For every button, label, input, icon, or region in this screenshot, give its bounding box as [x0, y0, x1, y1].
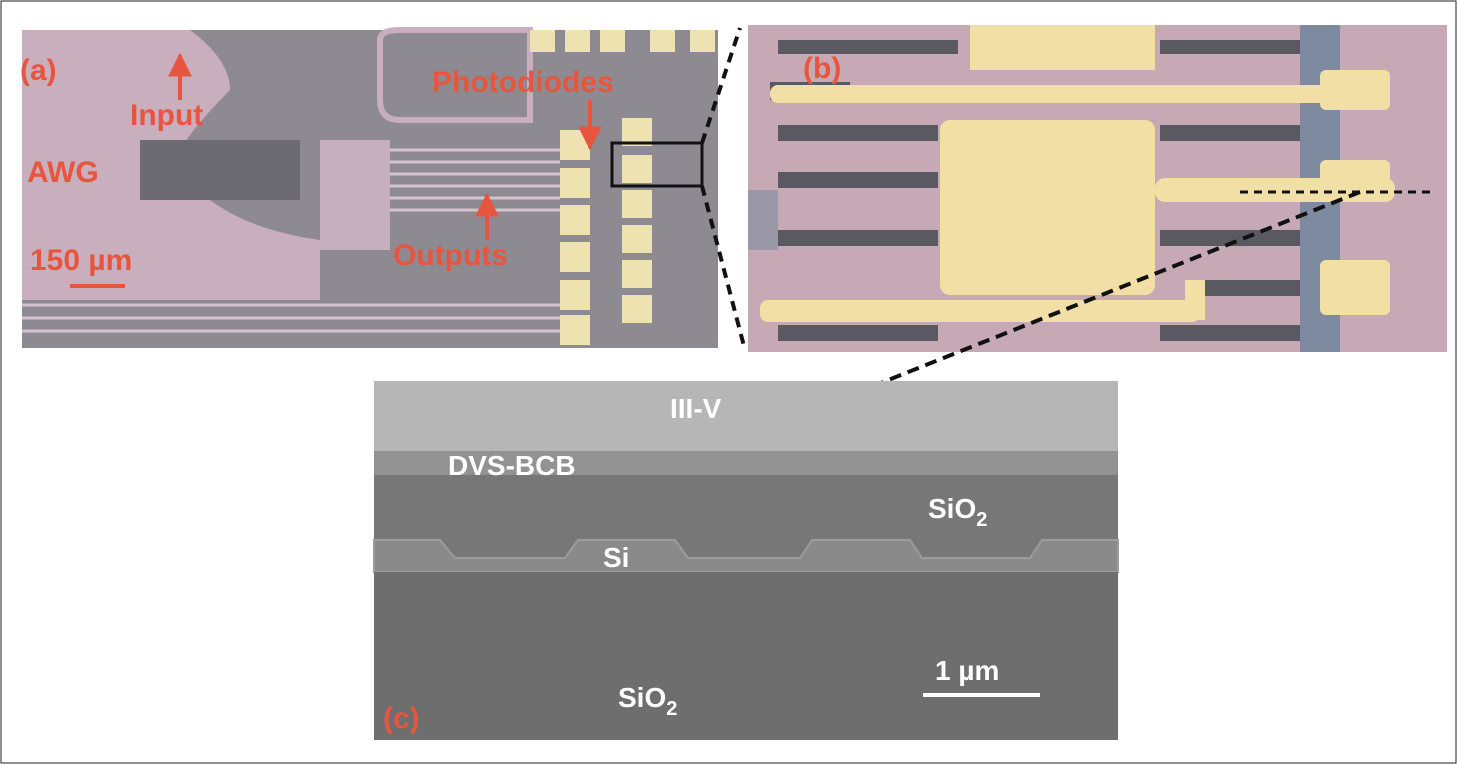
panel-label: (a)	[20, 54, 57, 87]
waveguide-bundle	[320, 140, 390, 250]
panel-c: III-V DVS-BCB SiO2 Si 1 µm SiO2 (c)	[374, 381, 1118, 740]
annotation: Input	[130, 99, 203, 132]
layer-label: DVS-BCB	[448, 450, 576, 481]
panel-b: (b)	[748, 25, 1447, 352]
panel-a: (a) Input AWG Photodiodes Outputs 150 µm	[20, 30, 718, 348]
panel-label: (c)	[383, 702, 420, 735]
awg-slab	[140, 140, 300, 200]
annotation: Photodiodes	[432, 66, 614, 99]
layer-label: III-V	[670, 393, 722, 424]
annotation: Outputs	[393, 239, 508, 272]
annotation: AWG	[27, 156, 99, 189]
page: (a) Input AWG Photodiodes Outputs 150 µm…	[0, 0, 1457, 764]
figure: (a) Input AWG Photodiodes Outputs 150 µm…	[0, 0, 1457, 764]
scale-label: 1 µm	[935, 655, 999, 686]
panel-label: (b)	[803, 52, 841, 85]
layer-label: Si	[603, 542, 629, 573]
scale-label: 150 µm	[30, 244, 132, 277]
